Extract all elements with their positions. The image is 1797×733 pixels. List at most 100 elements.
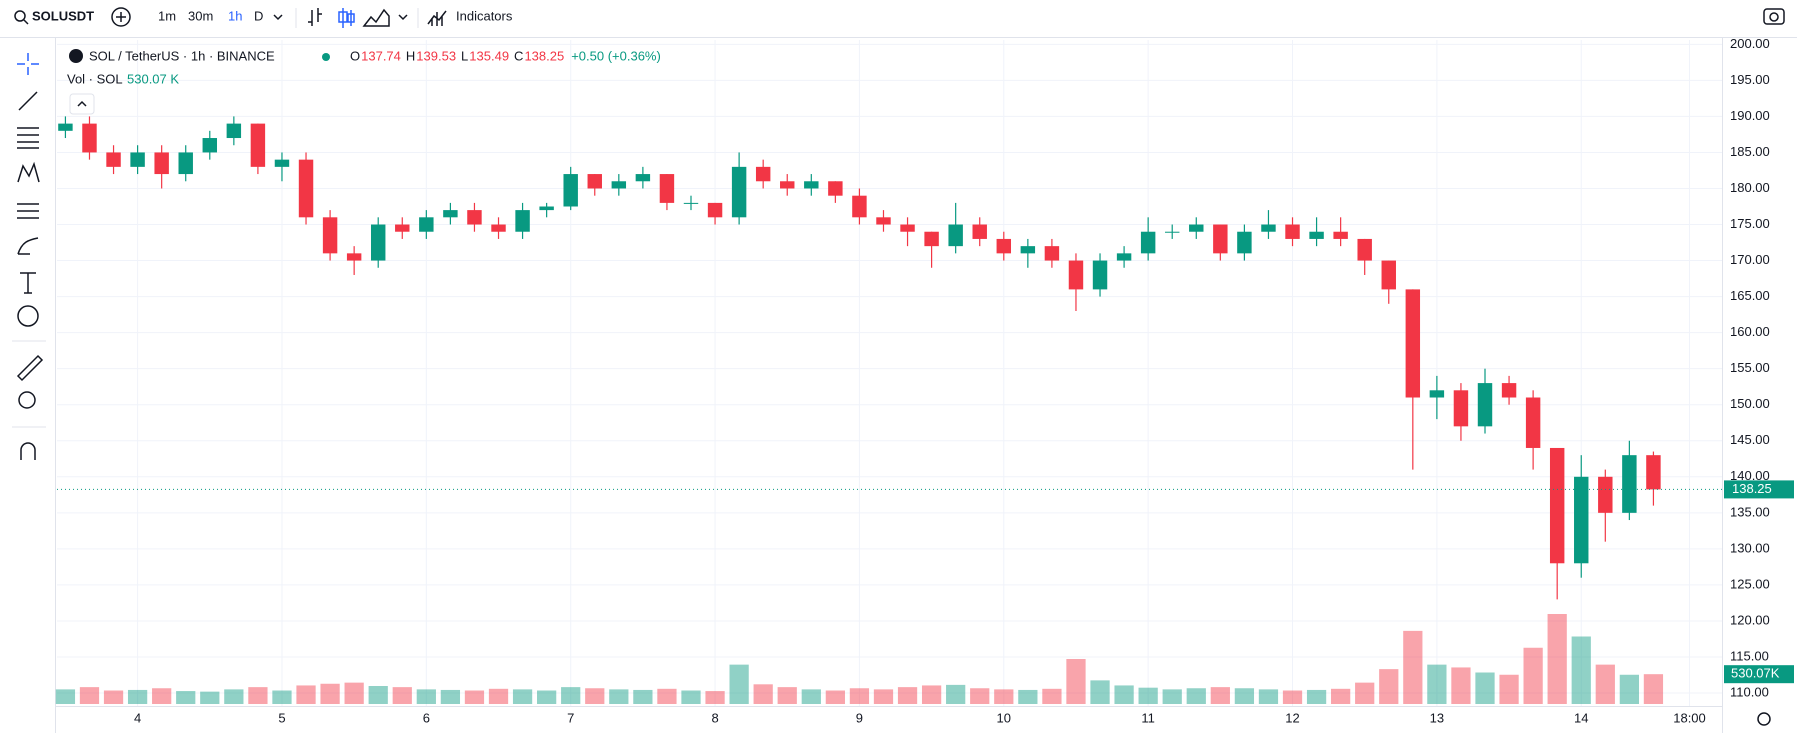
candle-body	[707, 202, 723, 218]
volume-bar	[1451, 667, 1471, 704]
interval[interactable]: 30m	[188, 8, 213, 23]
candle-body	[1044, 246, 1060, 261]
volume-bar	[1475, 672, 1495, 704]
volume-bar	[777, 687, 797, 704]
interval-active[interactable]: 1h	[228, 8, 242, 23]
volume-bar	[1331, 688, 1351, 704]
ohlc-key: H	[406, 48, 415, 63]
candle-body	[1261, 224, 1276, 232]
volume-bar	[1234, 688, 1255, 704]
interval[interactable]: 1m	[158, 8, 176, 23]
volume-bar	[1306, 689, 1327, 704]
volume-bar	[1258, 689, 1279, 704]
candle-body	[1453, 390, 1469, 427]
candle-body	[419, 217, 434, 232]
candle-body	[1092, 260, 1108, 290]
chart-title: SOL / TetherUS · 1h · BINANCE	[89, 48, 275, 63]
indicators-button[interactable]: Indicators	[456, 8, 513, 23]
x-tick-label: 6	[423, 710, 430, 725]
candle-body	[1068, 260, 1084, 290]
magnet-tool[interactable]	[20, 442, 36, 460]
trendline-tool[interactable]	[18, 91, 38, 111]
candle-body	[1020, 246, 1036, 254]
candle-body	[515, 210, 530, 232]
ohlc-value: 138.25	[524, 48, 564, 63]
volume-bar	[512, 689, 533, 704]
area-icon[interactable]	[362, 8, 390, 27]
add-symbol[interactable]	[111, 7, 131, 27]
fib-tool[interactable]	[17, 127, 39, 149]
x-tick-label: 4	[134, 710, 141, 725]
x-tick-label: 18:00	[1673, 710, 1706, 725]
volume-bar	[176, 691, 196, 704]
candle-body	[780, 181, 795, 189]
emoji-tool[interactable]	[17, 305, 39, 327]
projection-tool[interactable]	[17, 203, 39, 219]
volume-bar	[224, 689, 244, 704]
snapshot-icon[interactable]	[1763, 8, 1785, 25]
candle-body	[1309, 231, 1324, 239]
volume-bar	[1547, 614, 1567, 704]
volume-tag	[1724, 665, 1794, 684]
interval[interactable]: D	[254, 8, 263, 23]
volume-bar	[1114, 685, 1134, 704]
last-price-label: 138.25	[1732, 481, 1772, 496]
y-tick-label: 110.00	[1730, 684, 1769, 699]
crosshair-tool[interactable]	[17, 53, 39, 75]
candles-icon[interactable]	[338, 8, 355, 28]
y-tick-label: 130.00	[1730, 540, 1770, 555]
volume-bar	[681, 690, 701, 704]
volume-bar	[488, 688, 509, 704]
volume-bar	[1066, 659, 1086, 704]
volume-bars	[55, 614, 1664, 704]
x-tick-label: 13	[1430, 710, 1444, 725]
indicators-icon[interactable]	[427, 10, 447, 26]
market-status	[322, 53, 330, 61]
candle-body	[731, 166, 747, 218]
volume-bar	[753, 684, 773, 704]
x-tick-label: 11	[1141, 710, 1155, 725]
bars-icon[interactable]	[308, 8, 322, 26]
symbol[interactable]: SOLUSDT	[32, 8, 94, 23]
volume-bar	[1018, 689, 1038, 704]
text-tool[interactable]	[20, 272, 36, 294]
candle-body	[274, 159, 290, 167]
settings-icon[interactable]	[1757, 712, 1771, 726]
volume-bar	[946, 684, 966, 704]
candle-body	[1429, 390, 1445, 398]
collapse-arrow	[77, 100, 87, 107]
candle-body	[996, 238, 1012, 254]
y-tick-label: 145.00	[1730, 432, 1770, 447]
volume-bar	[152, 688, 172, 704]
y-tick-label: 170.00	[1730, 252, 1770, 267]
y-tick-label: 175.00	[1730, 216, 1770, 231]
ohlc-key: C	[514, 48, 523, 63]
candle-body	[900, 224, 915, 232]
candle-body	[1164, 231, 1180, 233]
candle-body	[1285, 224, 1300, 239]
zoom-tool[interactable]	[18, 391, 36, 409]
volume-bar	[440, 689, 461, 704]
volume-bar	[272, 690, 292, 704]
ruler-tool[interactable]	[16, 354, 44, 382]
volume-bar	[1379, 669, 1399, 704]
candles	[58, 116, 1661, 600]
search-icon[interactable]	[14, 10, 26, 22]
x-tick-label: 14	[1574, 710, 1588, 725]
candle-body	[948, 224, 963, 247]
volume-bar	[849, 688, 870, 704]
ohlc-value: 137.74	[361, 48, 401, 63]
y-tick-label: 195.00	[1730, 72, 1770, 87]
volume-bar	[1162, 689, 1182, 704]
pattern-tool[interactable]	[17, 161, 40, 183]
volume-bar	[1090, 680, 1110, 704]
brush-tool[interactable]	[17, 237, 39, 255]
volume-bar	[296, 685, 316, 704]
y-tick-label: 200.00	[1730, 36, 1770, 51]
chart-type-dropdown[interactable]	[398, 14, 408, 21]
collapse-button[interactable]	[69, 93, 95, 115]
volume-bar	[248, 687, 268, 704]
candle-body	[370, 224, 386, 261]
y-tick-label: 155.00	[1730, 360, 1770, 375]
interval-dropdown[interactable]	[273, 14, 283, 21]
